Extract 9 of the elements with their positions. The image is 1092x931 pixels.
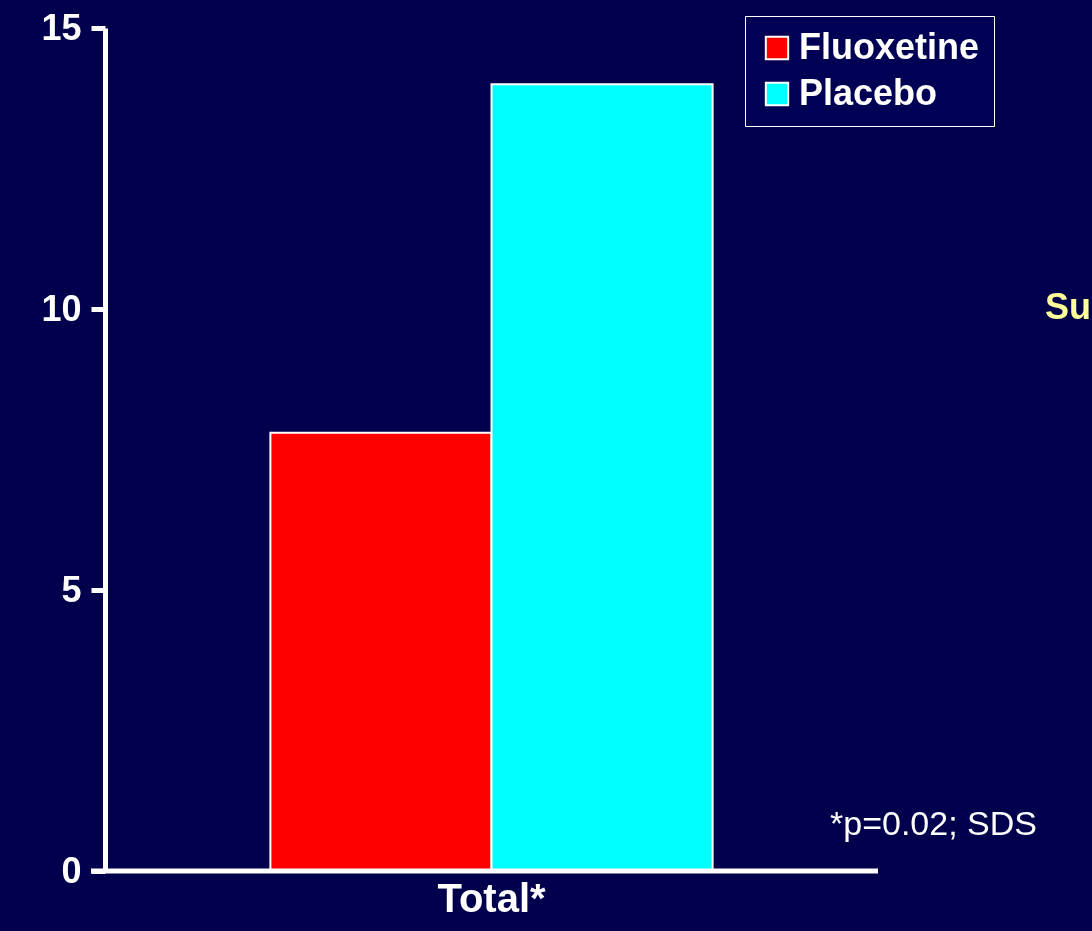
y-tick-label: 15 [41, 6, 82, 48]
y-tick-label: 0 [61, 849, 82, 891]
text: *p=0.02; SDS [830, 804, 1037, 842]
y-tick-label: 10 [41, 287, 82, 329]
legend-label: Fluoxetine [799, 26, 980, 67]
y-tick-label: 5 [61, 568, 82, 610]
text: Su [1045, 286, 1092, 327]
legend-label: Placebo [799, 72, 938, 113]
x-tick-label: Total* [437, 875, 546, 920]
